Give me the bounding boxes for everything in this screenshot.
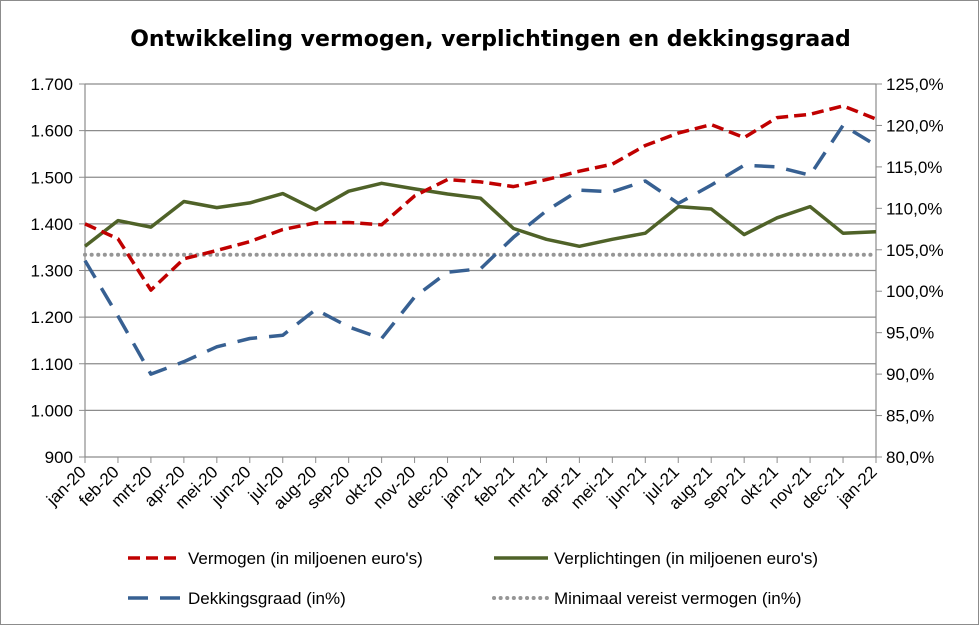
y-axis-left-labels: 900 1.000 1.100 1.200 1.300 1.400 1.500 1.600 1.… (30, 75, 73, 467)
legend-label: Minimaal vereist vermogen (in%) (554, 589, 802, 608)
y-left-tick-label: 1.400 (30, 215, 73, 234)
y-right-tick-label: 125,0% (886, 75, 944, 94)
gridlines (85, 83, 876, 411)
series-line-2 (83, 123, 877, 376)
y-right-tick-label: 80,0% (886, 448, 934, 467)
legend-label: Verplichtingen (in miljoenen euro's) (554, 549, 818, 568)
y-left-tick-label: 1.300 (30, 262, 73, 281)
legend-label: Vermogen (in miljoenen euro's) (188, 549, 423, 568)
y-left-tick-label: 900 (45, 448, 73, 467)
y-axis-right-labels: 80,0% 85,0% 90,0% 95,0% 100,0% 105,0% 110,0% 11… (886, 75, 944, 467)
y-right-tick-label: 110,0% (886, 199, 942, 218)
chart-title: Ontwikkeling vermogen, verplichtingen en… (130, 27, 851, 52)
y-left-tick-label: 1.600 (30, 122, 73, 141)
y-right-tick-label: 90,0% (886, 365, 934, 384)
axes (79, 83, 882, 463)
y-left-tick-label: 1.200 (30, 308, 73, 327)
y-right-tick-label: 120,0% (886, 116, 944, 135)
x-axis-labels: jan-20feb-20mrt-20apr-20mei-20jun-20jul-… (42, 462, 881, 513)
series-line-0 (84, 104, 877, 292)
y-left-tick-label: 1.500 (30, 168, 73, 187)
y-right-tick-label: 85,0% (886, 407, 934, 426)
legend: Vermogen (in miljoenen euro's) Verplichti… (128, 549, 818, 608)
y-right-tick-label: 100,0% (886, 282, 944, 301)
y-left-tick-label: 1.700 (30, 75, 73, 94)
legend-label: Dekkingsgraad (in%) (188, 589, 346, 608)
y-left-tick-label: 1.000 (30, 401, 73, 420)
y-right-tick-label: 115,0% (886, 158, 942, 177)
y-right-tick-label: 105,0% (886, 241, 944, 260)
y-right-tick-label: 95,0% (886, 324, 934, 343)
y-left-tick-label: 1.100 (30, 355, 73, 374)
series-lines (83, 104, 878, 376)
series-line-1 (83, 181, 877, 249)
